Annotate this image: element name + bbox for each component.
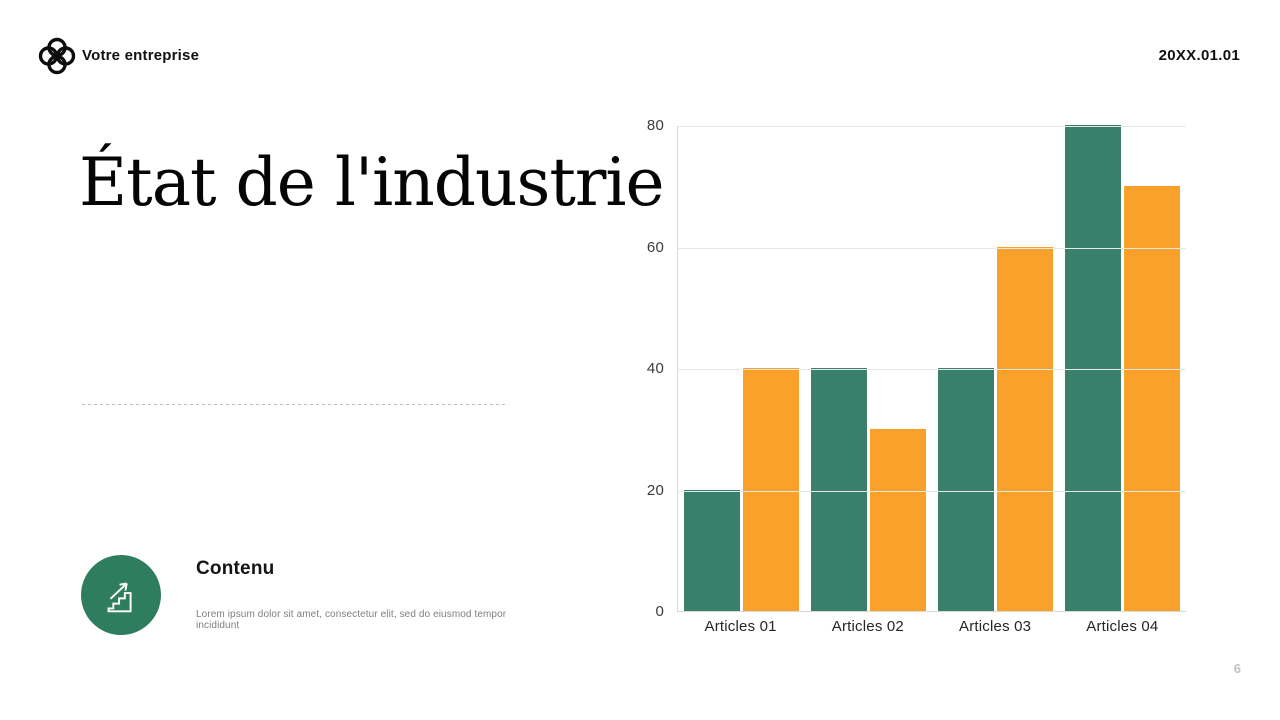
bar-series-green — [1065, 125, 1121, 611]
page-number: 6 — [1233, 661, 1241, 676]
content-body: Lorem ipsum dolor sit amet, consectetur … — [196, 609, 507, 631]
bar-series-green — [938, 368, 994, 611]
bar-series-green — [811, 368, 867, 611]
slide-title: État de l'industrie — [79, 144, 665, 221]
bar-groups — [678, 125, 1186, 611]
x-axis-tick-label: Articles 02 — [831, 618, 904, 635]
x-axis-tick-label: Articles 03 — [959, 618, 1032, 635]
company-name: Votre entreprise — [82, 47, 200, 64]
chart-plot — [677, 125, 1186, 612]
gridline — [678, 126, 1186, 127]
x-axis-labels: Articles 01 Articles 02 Articles 03 Article… — [677, 618, 1186, 635]
bar-series-green — [684, 489, 740, 611]
content-heading: Contenu — [196, 558, 275, 579]
bar-group — [1059, 125, 1186, 611]
dotted-divider — [82, 404, 505, 405]
bar-series-orange — [870, 428, 926, 611]
y-axis-tick-label: 60 — [646, 238, 664, 256]
y-axis-tick-label: 20 — [646, 481, 664, 499]
y-axis-labels: 0 20 40 60 80 — [602, 117, 668, 620]
bar-series-orange — [1124, 185, 1180, 611]
y-axis-tick-label: 80 — [646, 117, 664, 134]
gridline — [678, 247, 1186, 249]
y-axis-tick-label: 0 — [655, 603, 664, 620]
bar-series-orange — [743, 368, 799, 611]
gridline — [678, 490, 1186, 492]
growth-stairs-icon — [107, 582, 132, 613]
bar-series-orange — [997, 246, 1053, 611]
y-axis-tick-label: 40 — [646, 360, 664, 377]
x-axis-tick-label: Articles 01 — [704, 618, 777, 635]
bar-group — [678, 126, 805, 611]
x-axis-tick-label: Articles 04 — [1086, 618, 1159, 635]
bar-group — [805, 126, 932, 611]
gridline — [678, 369, 1186, 370]
company-logo-icon — [38, 37, 76, 75]
slide-date: 20XX.01.01 — [1158, 47, 1240, 64]
content-icon-circle — [81, 555, 161, 635]
bar-group — [932, 126, 1059, 611]
